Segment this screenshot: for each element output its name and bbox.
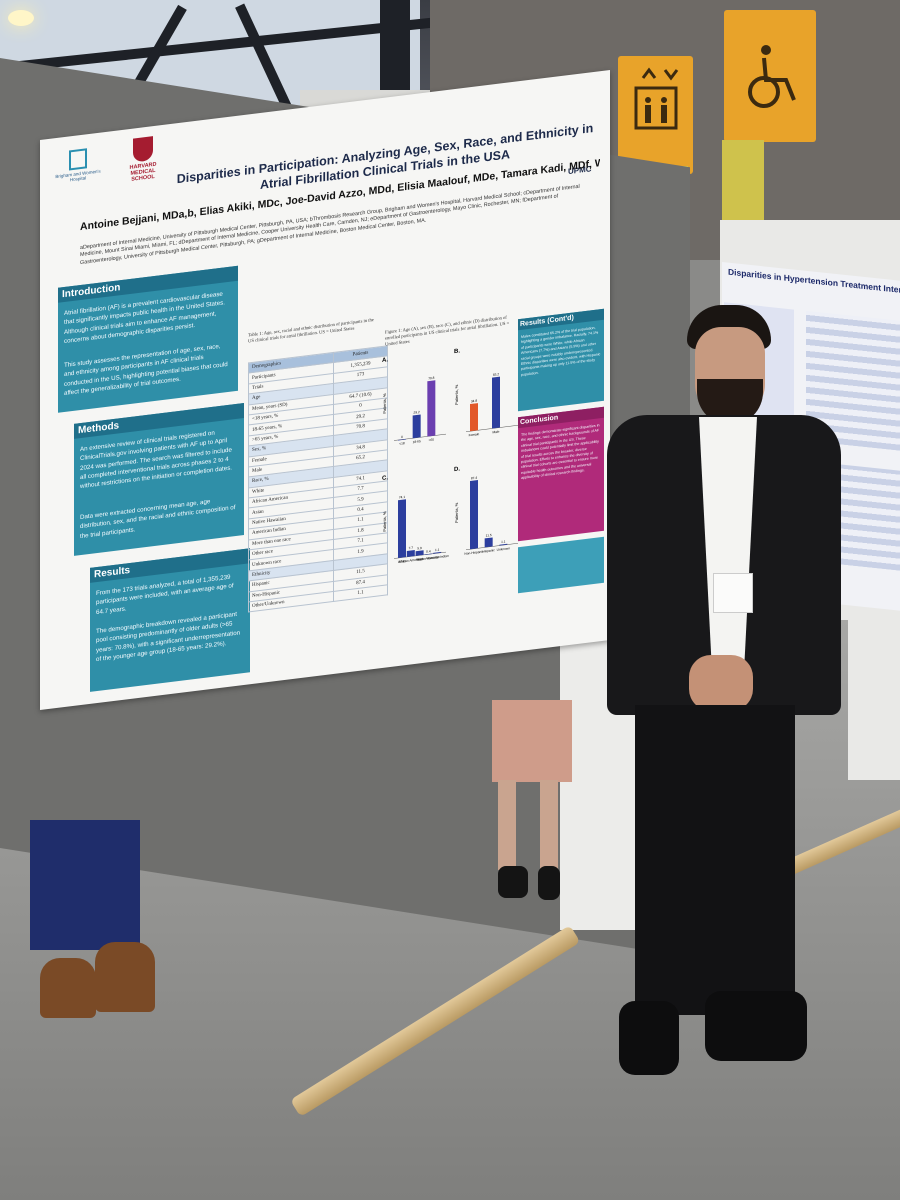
harvard-logo: HARVARD MEDICAL SCHOOL [122, 135, 164, 184]
tick-label: Asian [416, 557, 424, 562]
axis-label: Patients, % [382, 511, 387, 532]
accessibility-sign [724, 10, 816, 142]
tick-label: >65 [429, 438, 435, 443]
shoe [619, 1001, 679, 1075]
data-label: 74.1 [399, 495, 405, 500]
axis-label: Patients, % [382, 393, 387, 414]
person-leg [498, 780, 516, 870]
bar [433, 551, 442, 554]
data-label: 0 [401, 435, 403, 439]
bwh-logo-text: Brigham and Women's Hospital [55, 168, 101, 183]
bwh-logo: Brigham and Women's Hospital [48, 146, 108, 185]
tick-label: Female [469, 432, 480, 437]
figure-panels: A. Patients, % 0 <18 29.2 18-65 70.8 >65 B. Patie… [382, 348, 518, 564]
tick-label: <18 [399, 441, 405, 446]
person-skirt [492, 700, 572, 782]
wheelchair-icon [748, 45, 796, 108]
data-label: 87.4 [471, 476, 477, 481]
panel-label: A. [382, 357, 388, 364]
shoe [40, 958, 96, 1018]
tick-label: Male [493, 430, 500, 435]
panel-label: C. [382, 475, 388, 482]
conclusion-section: Conclusion The findings demonstrate sign… [518, 406, 604, 542]
results-contd-text: Males constituted 65.2% of the trial pop… [521, 325, 601, 377]
methods-text: An extensive review of clinical trials r… [80, 429, 233, 491]
results-text-2: The demographic breakdown revealed a par… [96, 610, 241, 664]
axis-label: Patients, % [454, 384, 459, 405]
data-label: 11.5 [486, 533, 492, 538]
bar [470, 480, 478, 550]
data-label: 29.2 [414, 410, 420, 415]
name-badge [713, 573, 753, 613]
research-poster: Brigham and Women's Hospital HARVARD MED… [40, 70, 610, 710]
intro-text-2: This study assesses the representation o… [64, 342, 228, 397]
bar [424, 553, 433, 555]
hands [689, 655, 753, 711]
tick-label: African American [399, 557, 423, 564]
shoe [498, 866, 528, 898]
data-label: 5.9 [417, 546, 422, 551]
data-label: 65.2 [493, 372, 499, 377]
shoe [705, 991, 807, 1061]
presenter [605, 305, 845, 1085]
bar [398, 439, 406, 441]
results-section: Results From the 173 trials analyzed, a … [90, 548, 250, 692]
tick-label: Unknown [497, 546, 511, 552]
bar [470, 403, 478, 432]
tick-label: American Indian [426, 554, 449, 561]
axis-label: Patients, % [454, 502, 459, 523]
tick-label: Non-Hispanic [464, 549, 484, 555]
bar [492, 376, 500, 429]
bar [406, 549, 415, 557]
harvard-logo-text: HARVARD MEDICAL SCHOOL [129, 161, 157, 183]
bar [415, 550, 424, 556]
references-section [518, 536, 604, 594]
methods-section: Methods An extensive review of clinical … [74, 402, 244, 556]
data-label: 70.8 [428, 376, 434, 381]
tick-label: 18-65 [413, 439, 421, 444]
bar [398, 499, 406, 559]
board-edge [848, 600, 900, 780]
tick-label: Hispanic [483, 548, 496, 554]
bar [499, 543, 508, 546]
panel-label: B. [454, 348, 460, 355]
person-legs-left [30, 820, 140, 950]
elevator-icon [634, 67, 679, 130]
introduction-section: Introduction Atrial fibrillation (AF) is… [58, 265, 238, 413]
data-label: 1.1 [501, 539, 506, 544]
data-label: 0.4 [426, 549, 431, 554]
demographics-table: Demographics Patients Participants 1,355,23… [248, 345, 388, 613]
data-label: 7.7 [409, 546, 414, 551]
shield-icon [133, 136, 153, 163]
elevator-sign [618, 56, 693, 174]
results-contd-section: Results (Cont'd) Males constituted 65.2%… [518, 308, 604, 412]
bar [427, 380, 436, 437]
data-label: 34.8 [471, 399, 477, 404]
methods-text-2: Data were extracted concerning mean age,… [80, 498, 236, 540]
shoe [95, 942, 155, 1012]
tick-label: White [398, 559, 406, 564]
conclusion-text: The findings demonstrate significant dis… [521, 423, 600, 481]
bar [412, 414, 421, 439]
data-label: 1.1 [435, 548, 440, 553]
table-caption: Table 1: Age, sex, racial and ethnic dis… [248, 317, 374, 344]
person-leg [540, 780, 558, 870]
tick-label: Native Hawaiian [417, 555, 440, 562]
shoe [538, 866, 560, 900]
trousers [635, 705, 795, 1015]
ceiling-light [8, 10, 34, 26]
panel-label: D. [454, 466, 460, 473]
bar [484, 537, 493, 548]
